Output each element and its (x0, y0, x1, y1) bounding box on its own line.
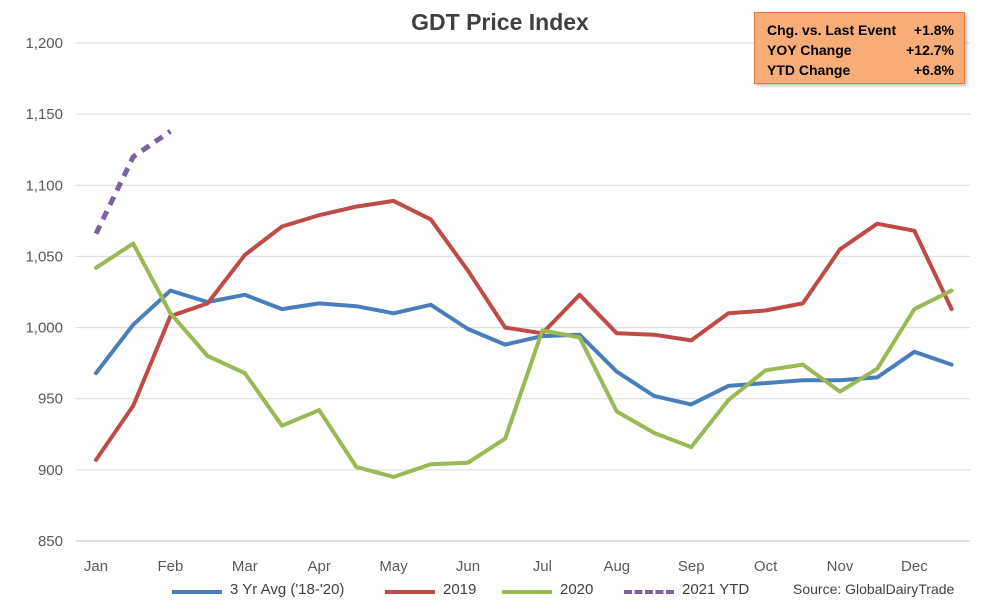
legend-label: 2019 (443, 581, 477, 598)
legend-label: 2021 YTD (682, 581, 750, 598)
x-tick-label: Jan (84, 558, 108, 575)
x-tick-label: Oct (754, 558, 778, 575)
series-lines (93, 129, 954, 479)
y-tick-label: 950 (38, 391, 63, 408)
x-tick-labels: Jan Feb Mar Apr May Jun Jul Aug Sep Oct Nov Dec (84, 558, 928, 575)
stat-label: YTD Change (767, 62, 851, 78)
chart-title: GDT Price Index (411, 9, 589, 35)
series-line-y2021 (93, 129, 172, 235)
series-line-y2019 (94, 198, 954, 462)
y-tick-label: 1,050 (25, 248, 63, 265)
x-tick-label: Aug (603, 558, 630, 575)
stat-value: +6.8% (913, 62, 954, 78)
stat-value: +1.8% (913, 22, 954, 38)
y-tick-label: 850 (38, 533, 63, 550)
x-tick-label: May (379, 558, 408, 575)
stat-row-ytd: YTD Change +6.8% (767, 62, 954, 82)
x-tick-label: Jul (533, 558, 552, 575)
legend-label: 3 Yr Avg ('18-'20) (230, 581, 345, 598)
legend-swatch (172, 590, 222, 594)
source-note: Source: GlobalDairyTrade (793, 581, 955, 597)
y-tick-label: 1,100 (25, 177, 63, 194)
legend-label: 2020 (560, 581, 594, 598)
y-tick-label: 900 (38, 462, 63, 479)
x-tick-label: Feb (157, 558, 183, 575)
series-line-avg (94, 288, 954, 407)
x-tick-label: Jun (456, 558, 480, 575)
x-tick-label: Mar (232, 558, 258, 575)
stat-row-last-event: Chg. vs. Last Event +1.8% (767, 22, 954, 42)
stat-row-yoy: YOY Change +12.7% (767, 42, 954, 62)
x-tick-label: Apr (308, 558, 331, 575)
stat-label: Chg. vs. Last Event (767, 22, 897, 38)
chart-legend: 3 Yr Avg ('18-'20) 2019 2020 2021 YTD (0, 576, 981, 600)
series-line-y2020 (94, 241, 954, 479)
legend-swatch (385, 590, 435, 594)
x-tick-label: Sep (678, 558, 705, 575)
stat-label: YOY Change (767, 42, 852, 58)
x-tick-label: Nov (827, 558, 854, 575)
y-tick-label: 1,000 (25, 320, 63, 337)
y-tick-label: 1,150 (25, 106, 63, 123)
y-tick-label: 1,200 (25, 35, 63, 52)
gridlines (76, 42, 970, 542)
x-tick-label: Dec (901, 558, 928, 575)
legend-swatch (502, 590, 552, 594)
y-tick-labels: 850 900 950 1,000 1,050 1,100 1,150 1,200 (25, 35, 63, 550)
change-summary-box: Chg. vs. Last Event +1.8% YOY Change +12… (754, 12, 965, 84)
stat-value: +12.7% (906, 42, 954, 58)
legend-swatch (624, 590, 674, 594)
